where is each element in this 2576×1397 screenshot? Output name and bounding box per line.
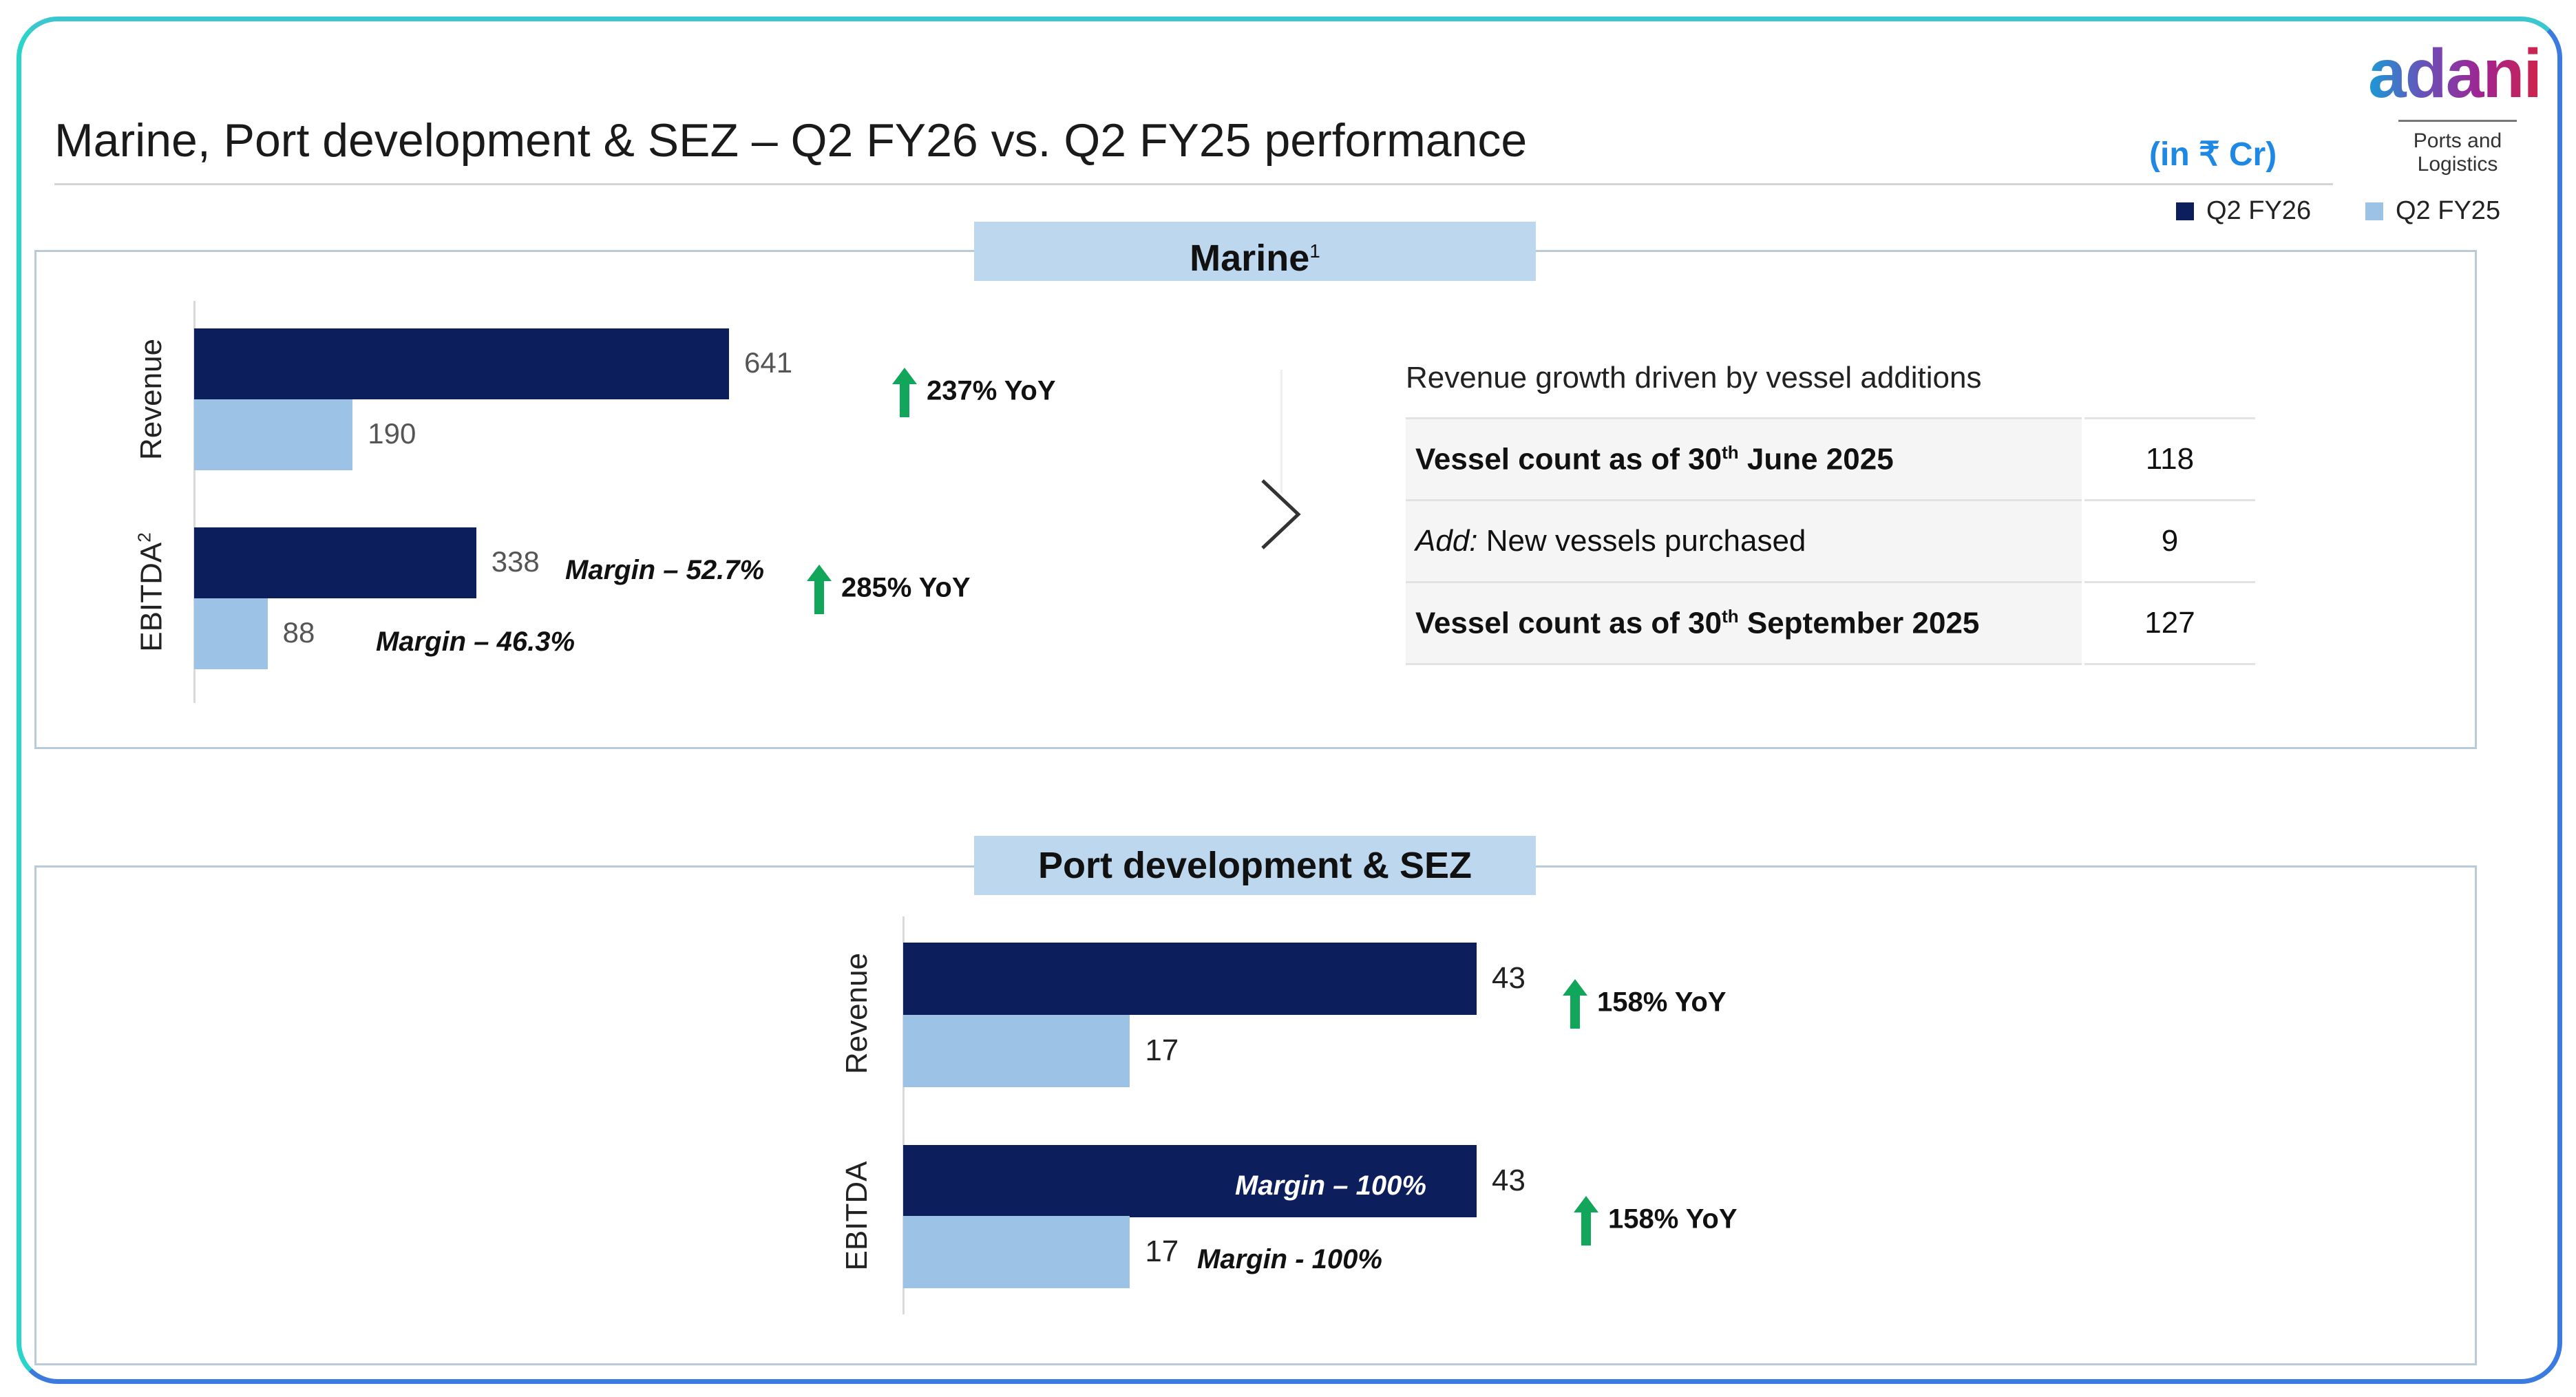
marine-value-label: 641: [744, 346, 793, 379]
marine-header: Marine1: [974, 222, 1536, 281]
title-divider: [54, 183, 2333, 185]
chevron-right-icon: [1261, 479, 1303, 549]
logo-divider: [2398, 120, 2517, 122]
unit-label: (in ₹ Cr): [2149, 136, 2277, 173]
legend-label: Q2 FY25: [2396, 196, 2501, 225]
marine-margin-fy26: Margin – 52.7%: [565, 555, 765, 585]
legend-item-q2fy26: Q2 FY26: [2176, 196, 2311, 226]
port-ylabel-revenue: Revenue: [840, 952, 874, 1075]
marine-value-label: 338: [491, 545, 540, 578]
table-row: Vessel count as of 30th June 2025 118: [1406, 417, 2255, 501]
footnote-marker: 1: [1309, 240, 1320, 262]
port-ebitda-yoy: 158% YoY: [1574, 1196, 1738, 1246]
port-margin-fy26: Margin – 100%: [1235, 1170, 1426, 1201]
port-bar-revenue-fy25: [903, 1015, 1130, 1087]
row-value: 9: [2082, 499, 2255, 582]
up-arrow-icon: [1574, 1196, 1598, 1246]
port-margin-fy25: Margin - 100%: [1197, 1244, 1382, 1274]
marine-revenue-yoy: 237% YoY: [892, 368, 1056, 417]
port-header: Port development & SEZ: [974, 836, 1536, 895]
vessel-note: Revenue growth driven by vessel addition…: [1406, 361, 1982, 395]
row-label: Add: New vessels purchased: [1406, 499, 2083, 582]
logo-subtitle: Ports and Logistics: [2413, 129, 2502, 176]
up-arrow-icon: [1563, 979, 1587, 1029]
port-revenue-yoy: 158% YoY: [1563, 979, 1727, 1029]
marine-ebitda-yoy: 285% YoY: [807, 565, 971, 614]
section-divider: [1280, 370, 1282, 494]
marine-value-label: 190: [368, 417, 416, 450]
marine-ylabel-ebitda: EBITDA2: [134, 532, 169, 652]
port-value-label: 17: [1145, 1234, 1179, 1268]
up-arrow-icon: [892, 368, 917, 417]
marine-value-label: 88: [282, 616, 315, 649]
marine-ylabel-revenue: Revenue: [134, 338, 168, 461]
row-value: 127: [2082, 581, 2255, 665]
adani-logo: adani: [2368, 35, 2542, 112]
port-bar-revenue-fy26: [903, 943, 1477, 1015]
port-value-label: 43: [1492, 1163, 1525, 1197]
port-value-label: 17: [1145, 1033, 1179, 1067]
marine-bar-revenue-fy26: [194, 328, 729, 399]
marine-axis: [193, 301, 196, 703]
port-ylabel-ebitda: EBITDA: [840, 1161, 874, 1271]
marine-margin-fy25: Margin – 46.3%: [376, 627, 576, 657]
up-arrow-icon: [807, 565, 832, 614]
legend-item-q2fy25: Q2 FY25: [2365, 196, 2500, 226]
port-panel: [34, 865, 2477, 1365]
marine-bar-revenue-fy25: [194, 399, 353, 470]
port-bar-ebitda-fy26: [903, 1145, 1477, 1217]
legend-swatch: [2176, 202, 2194, 220]
page-title: Marine, Port development & SEZ – Q2 FY26…: [54, 114, 1528, 167]
marine-title: Marine: [1190, 238, 1310, 279]
port-axis: [902, 916, 905, 1314]
row-label: Vessel count as of 30th June 2025: [1406, 417, 2083, 501]
slide-frame: [17, 17, 2562, 1384]
legend-label: Q2 FY26: [2206, 196, 2312, 225]
row-label: Vessel count as of 30th September 2025: [1406, 581, 2083, 665]
marine-bar-ebitda-fy25: [194, 598, 268, 669]
row-value: 118: [2082, 417, 2255, 501]
legend-swatch: [2365, 202, 2383, 220]
vessel-table: Vessel count as of 30th June 2025 118 Add…: [1406, 417, 2255, 665]
table-row: Add: New vessels purchased 9: [1406, 499, 2255, 582]
marine-bar-ebitda-fy26: [194, 527, 476, 598]
port-value-label: 43: [1492, 960, 1525, 995]
table-row: Vessel count as of 30th September 2025 12…: [1406, 581, 2255, 665]
port-bar-ebitda-fy25: [903, 1216, 1130, 1288]
